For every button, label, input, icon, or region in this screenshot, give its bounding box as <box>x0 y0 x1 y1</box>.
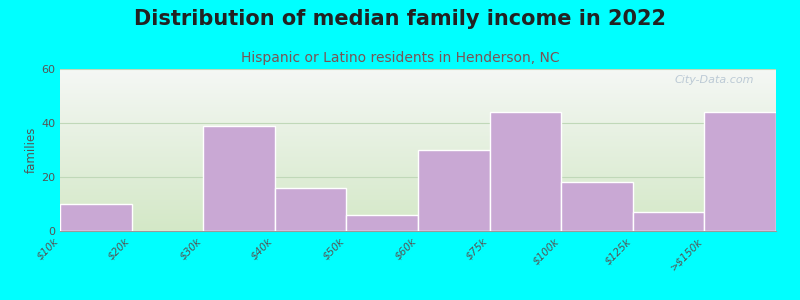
Bar <box>705 112 776 231</box>
Bar <box>418 150 490 231</box>
Text: Distribution of median family income in 2022: Distribution of median family income in … <box>134 9 666 29</box>
Bar <box>275 188 346 231</box>
Bar <box>490 112 562 231</box>
Bar <box>346 215 418 231</box>
Text: Hispanic or Latino residents in Henderson, NC: Hispanic or Latino residents in Henderso… <box>241 51 559 65</box>
Bar <box>60 204 132 231</box>
Bar <box>562 182 633 231</box>
Bar <box>203 126 275 231</box>
Bar <box>633 212 705 231</box>
Y-axis label: families: families <box>26 127 38 173</box>
Text: City-Data.com: City-Data.com <box>675 76 754 85</box>
